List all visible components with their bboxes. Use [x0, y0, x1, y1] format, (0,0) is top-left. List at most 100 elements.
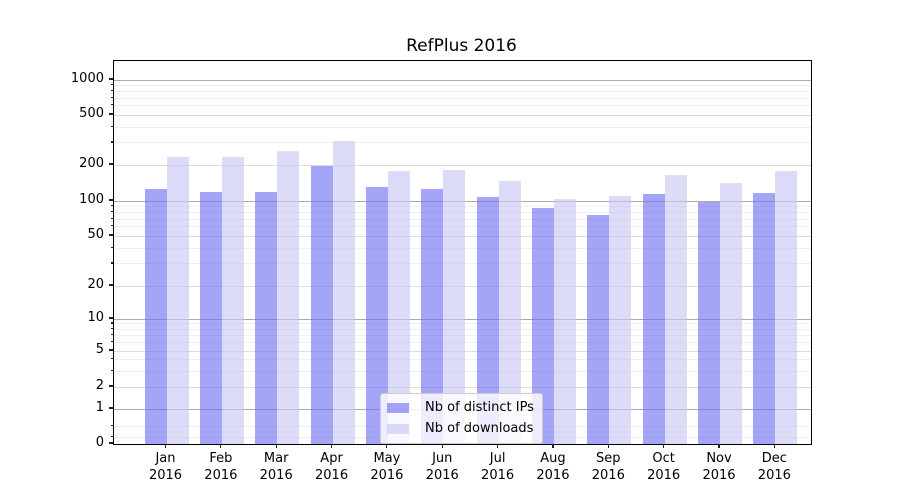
x-tick-year: 2016 [757, 468, 791, 483]
y-minor-tick-mark [110, 96, 113, 98]
y-minor-tick-mark [110, 225, 113, 227]
bar-oct-distinct-ips [642, 194, 665, 444]
x-tick-year: 2016 [481, 468, 515, 483]
y-tick-label-200: 200 [79, 156, 104, 171]
bar-mar-downloads [277, 150, 300, 444]
plot-area: Nb of distinct IPs Nb of downloads [113, 60, 812, 445]
y-tick-mark-5 [109, 349, 113, 351]
gridline-y-200 [114, 164, 811, 166]
x-tick-mark-dec [773, 444, 775, 448]
x-tick-year: 2016 [591, 468, 625, 483]
x-tick-month: Dec [761, 451, 787, 466]
x-tick-label-mar: Mar 2016 [248, 450, 304, 484]
y-tick-mark-20 [109, 284, 113, 286]
legend-swatch-distinct-ips [387, 403, 409, 413]
bar-nov-distinct-ips [698, 201, 720, 444]
gridline-y-600 [114, 105, 811, 107]
legend-label-downloads: Nb of downloads [425, 421, 534, 436]
y-minor-tick-mark [110, 104, 113, 106]
x-tick-mark-sep [607, 444, 609, 448]
bar-apr-distinct-ips [310, 166, 333, 444]
bar-nov-downloads [720, 183, 742, 444]
legend-label-distinct-ips: Nb of distinct IPs [425, 400, 534, 415]
x-tick-label-jul: Jul 2016 [470, 450, 526, 484]
y-tick-label-50: 50 [87, 227, 104, 242]
x-tick-mark-mar [275, 444, 277, 448]
x-tick-mark-jul [497, 444, 499, 448]
y-minor-tick-mark [110, 333, 113, 336]
y-minor-tick-mark [110, 327, 113, 329]
bar-jan-downloads [166, 157, 189, 444]
y-tick-label-500: 500 [79, 106, 104, 121]
x-tick-mark-jun [441, 444, 443, 448]
y-minor-tick-mark [110, 125, 113, 127]
y-minor-tick-mark [110, 204, 113, 206]
y-minor-tick-mark [110, 217, 113, 219]
y-minor-tick-mark [110, 322, 113, 324]
x-tick-label-sep: Sep 2016 [580, 450, 636, 484]
x-tick-label-dec: Dec 2016 [746, 450, 802, 484]
bar-may-distinct-ips [365, 187, 388, 444]
x-tick-mark-feb [220, 444, 222, 448]
bar-jan-distinct-ips [144, 189, 167, 444]
y-minor-tick-mark [110, 83, 113, 85]
x-tick-year: 2016 [702, 468, 736, 483]
bar-aug-downloads [553, 199, 576, 444]
x-tick-label-jan: Jan 2016 [138, 450, 194, 484]
x-tick-year: 2016 [647, 468, 681, 483]
bar-feb-distinct-ips [199, 192, 222, 444]
y-tick-mark-200 [109, 163, 113, 165]
y-minor-tick-mark [110, 141, 113, 143]
x-tick-month: Nov [706, 451, 732, 466]
bar-sep-downloads [609, 196, 632, 444]
x-tick-mark-aug [552, 444, 554, 448]
bar-dec-downloads [775, 171, 798, 444]
gridline-y-300 [114, 142, 811, 144]
y-tick-mark-1 [109, 407, 113, 409]
y-minor-tick-mark [110, 262, 113, 264]
gridline-y-700 [114, 97, 811, 99]
bar-jul-downloads [498, 181, 521, 444]
x-tick-mark-jan [164, 444, 167, 448]
bar-oct-downloads [664, 175, 687, 444]
y-tick-label-5: 5 [95, 342, 104, 357]
x-tick-month: Sep [596, 451, 621, 466]
x-tick-label-aug: Aug 2016 [525, 450, 581, 484]
x-tick-mark-oct [663, 444, 665, 448]
x-tick-month: Oct [652, 451, 675, 466]
gridline-y-500 [114, 114, 811, 116]
y-tick-mark-500 [109, 113, 113, 115]
x-tick-label-nov: Nov 2016 [691, 450, 747, 484]
x-tick-mark-nov [718, 444, 720, 448]
x-tick-year: 2016 [370, 468, 404, 483]
x-tick-year: 2016 [204, 468, 238, 483]
bar-mar-distinct-ips [255, 191, 278, 444]
x-tick-month: May [373, 451, 401, 466]
chart-title: RefPlus 2016 [406, 36, 517, 56]
x-tick-year: 2016 [536, 468, 570, 483]
x-tick-label-may: May 2016 [359, 450, 415, 484]
legend-item-downloads: Nb of downloads [387, 421, 534, 437]
x-tick-mark-apr [330, 444, 333, 448]
y-tick-label-2: 2 [95, 378, 104, 393]
y-tick-label-20: 20 [87, 277, 104, 292]
gridline-y-1000 [114, 79, 811, 81]
bar-aug-distinct-ips [531, 208, 554, 444]
gridline-y-400 [114, 126, 811, 128]
bar-feb-downloads [221, 157, 244, 444]
x-tick-year: 2016 [315, 468, 349, 483]
bar-apr-downloads [332, 141, 355, 444]
x-tick-label-feb: Feb 2016 [193, 450, 249, 484]
bar-sep-distinct-ips [587, 214, 610, 444]
x-tick-month: Aug [540, 451, 566, 466]
y-minor-tick-mark [110, 89, 113, 91]
y-tick-mark-10 [109, 317, 113, 319]
legend-item-distinct-ips: Nb of distinct IPs [387, 400, 534, 416]
x-tick-mark-may [386, 444, 388, 448]
bar-dec-distinct-ips [753, 193, 776, 444]
y-minor-tick-mark [110, 358, 113, 360]
y-minor-tick-mark [110, 425, 113, 427]
x-tick-month: Apr [320, 451, 343, 466]
y-tick-label-1000: 1000 [70, 71, 104, 86]
